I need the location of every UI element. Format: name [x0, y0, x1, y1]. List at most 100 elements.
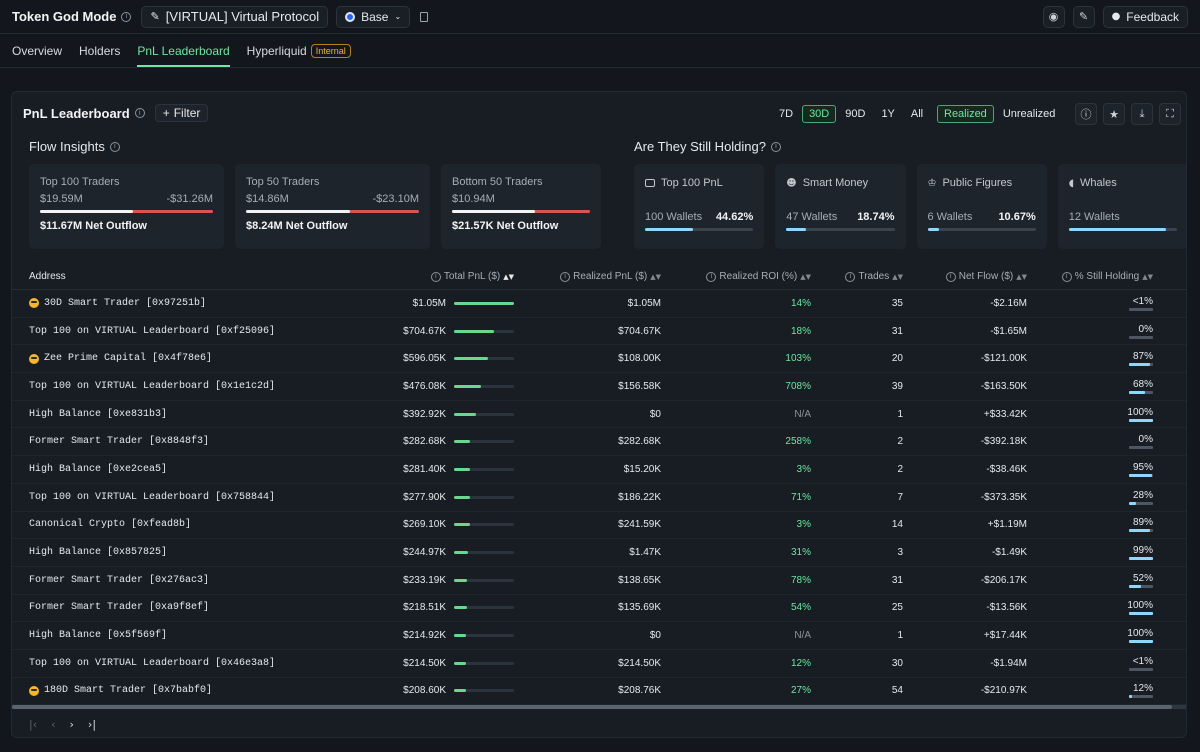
horizontal-scrollbar[interactable] [12, 705, 1186, 709]
total-pnl-bar [454, 495, 514, 499]
table-row[interactable]: High Balance [0xe831b3] $392.92K $0 N/A 1 +$3… [12, 401, 1186, 429]
table-row[interactable]: High Balance [0x857825] $244.97K $1.47K 31%… [12, 539, 1186, 567]
col-realized-pnl[interactable]: i Realized PnL ($) ▲▼ [514, 271, 661, 282]
scrollbar-thumb[interactable] [12, 705, 1172, 709]
trades-cell: 30 [891, 657, 903, 669]
total-pnl-value: $214.50K [403, 657, 446, 669]
table-row[interactable]: 180D Smart Trader [0x7babf0] $208.60K $208… [12, 678, 1186, 706]
total-pnl-bar [454, 440, 514, 444]
panel-header: PnL Leaderboard i + Filter [12, 92, 1186, 134]
info-icon[interactable]: i [121, 11, 132, 22]
tab-hyperliquid[interactable]: Hyperliquid Internal [247, 35, 351, 67]
realized-pnl-cell: $138.65K [618, 574, 661, 586]
total-pnl-bar [454, 661, 514, 665]
address-cell[interactable]: Top 100 on VIRTUAL Leaderboard [0x758844… [12, 492, 342, 503]
table-row[interactable]: Top 100 on VIRTUAL Leaderboard [0x758844… [12, 484, 1186, 512]
address-label: Former Smart Trader [0x276ac3] [29, 574, 210, 586]
mode-unrealized[interactable]: Unrealized [1002, 108, 1056, 120]
total-pnl-value: $208.60K [403, 685, 446, 697]
wallet-icon [645, 179, 655, 187]
net-flow-cell: -$2.16M [990, 297, 1027, 309]
total-pnl-cell: $476.08K [342, 381, 514, 392]
address-cell[interactable]: 30D Smart Trader [0x97251b] [12, 298, 342, 309]
range-90d[interactable]: 90D [845, 108, 866, 120]
still-holding-value: 100% [1127, 628, 1153, 640]
copy-icon[interactable] [420, 11, 429, 22]
range-1y[interactable]: 1Y [881, 108, 895, 120]
table-row[interactable]: Canonical Crypto [0xfead8b] $269.10K $241.… [12, 512, 1186, 540]
address-cell[interactable]: Former Smart Trader [0xa9f8ef] [12, 602, 342, 613]
eye-icon[interactable]: ◉ [1042, 5, 1065, 28]
table-row[interactable]: Top 100 on VIRTUAL Leaderboard [0x46e3a8… [12, 650, 1186, 678]
col-net-flow[interactable]: i Net Flow ($) ▲▼ [903, 271, 1027, 282]
info-icon[interactable]: i [134, 108, 145, 118]
tab-holders[interactable]: Holders [79, 35, 120, 67]
net-flow-cell: +$33.42K [983, 408, 1027, 420]
filter-button[interactable]: + Filter [154, 104, 209, 122]
address-cell[interactable]: Top 100 on VIRTUAL Leaderboard [0x1e1c2d… [12, 381, 342, 392]
feedback-button[interactable]: ● Feedback [1102, 5, 1188, 28]
inflow-value: $10.94M [452, 193, 495, 205]
address-cell[interactable]: Former Smart Trader [0x276ac3] [12, 575, 342, 586]
prev-page-icon[interactable]: ‹ [51, 718, 56, 731]
col-address[interactable]: Address [12, 271, 342, 282]
table-row[interactable]: Former Smart Trader [0x276ac3] $233.19K $1… [12, 567, 1186, 595]
address-cell[interactable]: Zee Prime Capital [0x4f78e6] [12, 353, 342, 364]
table-row[interactable]: High Balance [0xe2cea5] $281.40K $15.20K 3%… [12, 456, 1186, 484]
chain-selector[interactable]: Base ⌄ [336, 5, 411, 28]
realized-roi-cell: N/A [794, 408, 811, 420]
address-cell[interactable]: High Balance [0x857825] [12, 547, 342, 558]
total-pnl-value: $392.92K [403, 408, 446, 420]
table-row[interactable]: High Balance [0x5f569f] $214.92K $0 N/A 1 +$1… [12, 622, 1186, 650]
total-pnl-value: $282.68K [403, 436, 446, 448]
next-page-icon[interactable]: › [69, 718, 74, 731]
table-row[interactable]: Top 100 on VIRTUAL Leaderboard [0xf25096… [12, 318, 1186, 346]
address-cell[interactable]: Former Smart Trader [0x8848f3] [12, 436, 342, 447]
total-pnl-value: $233.19K [403, 574, 446, 586]
address-cell[interactable]: Canonical Crypto [0xfead8b] [12, 519, 342, 530]
token-selector[interactable]: ✎ [VIRTUAL] Virtual Protocol [141, 5, 329, 28]
address-cell[interactable]: High Balance [0xe2cea5] [12, 464, 342, 475]
trades-cell: 3 [897, 547, 903, 559]
mode-realized[interactable]: Realized [937, 105, 994, 123]
first-page-icon[interactable]: |‹ [29, 718, 38, 731]
table-row[interactable]: Zee Prime Capital [0x4f78e6] $596.05K $108… [12, 345, 1186, 374]
address-cell[interactable]: 180D Smart Trader [0x7babf0] [12, 685, 342, 696]
smart-money-icon [29, 298, 39, 309]
address-cell[interactable]: High Balance [0xe831b3] [12, 409, 342, 420]
holding-card-label: Top 100 PnL [661, 177, 723, 189]
table-row[interactable]: 30D Smart Trader [0x97251b] $1.05M $1.05M 1… [12, 290, 1186, 318]
last-page-icon[interactable]: ›| [87, 718, 97, 731]
address-label: High Balance [0xe2cea5] [29, 463, 168, 475]
table-row[interactable]: Former Smart Trader [0x8848f3] $282.68K $2… [12, 428, 1186, 457]
info-icon[interactable]: i [771, 141, 781, 152]
tab-label: Overview [12, 44, 63, 58]
tab-pnl-leaderboard[interactable]: PnL Leaderboard [137, 35, 230, 67]
range-7d[interactable]: 7D [779, 108, 794, 120]
total-pnl-cell: $218.51K [342, 602, 514, 613]
star-icon[interactable]: ★ [1103, 103, 1125, 125]
info-icon[interactable]: i [109, 141, 120, 152]
col-realized-roi[interactable]: i Realized ROI (%) ▲▼ [661, 271, 811, 282]
total-pnl-bar [454, 384, 514, 388]
address-cell[interactable]: Top 100 on VIRTUAL Leaderboard [0xf25096… [12, 326, 342, 337]
sort-desc-icon: ▲▼ [503, 272, 514, 281]
table-row[interactable]: Former Smart Trader [0xa9f8ef] $218.51K $1… [12, 595, 1186, 623]
table-row[interactable]: Top 100 on VIRTUAL Leaderboard [0x1e1c2d… [12, 373, 1186, 401]
col-total-pnl[interactable]: i Total PnL ($) ▲▼ [342, 271, 514, 282]
plus-icon: + [162, 106, 170, 120]
tab-overview[interactable]: Overview [12, 35, 62, 67]
net-flow-cell: -$206.17K [980, 574, 1027, 586]
address-cell[interactable]: Top 100 on VIRTUAL Leaderboard [0x46e3a8… [12, 658, 342, 669]
pin-icon[interactable]: ✎ [1072, 5, 1095, 28]
expand-icon[interactable]: ⛶ [1159, 103, 1181, 125]
col-still-holding[interactable]: i% Still Holding ▲▼ [1027, 271, 1153, 282]
address-cell[interactable]: High Balance [0x5f569f] [12, 630, 342, 641]
download-icon[interactable]: ⤓ [1131, 103, 1153, 125]
col-trades[interactable]: i Trades ▲▼ [811, 271, 903, 282]
top-bar: Token God Mode i ✎ [VIRTUAL] Virtual Pro… [0, 0, 1200, 34]
info-icon[interactable]: ⓘ [1075, 103, 1097, 125]
section-label: Flow Insights [29, 139, 105, 154]
range-30d[interactable]: 30D [802, 105, 837, 123]
range-all[interactable]: All [910, 108, 924, 120]
